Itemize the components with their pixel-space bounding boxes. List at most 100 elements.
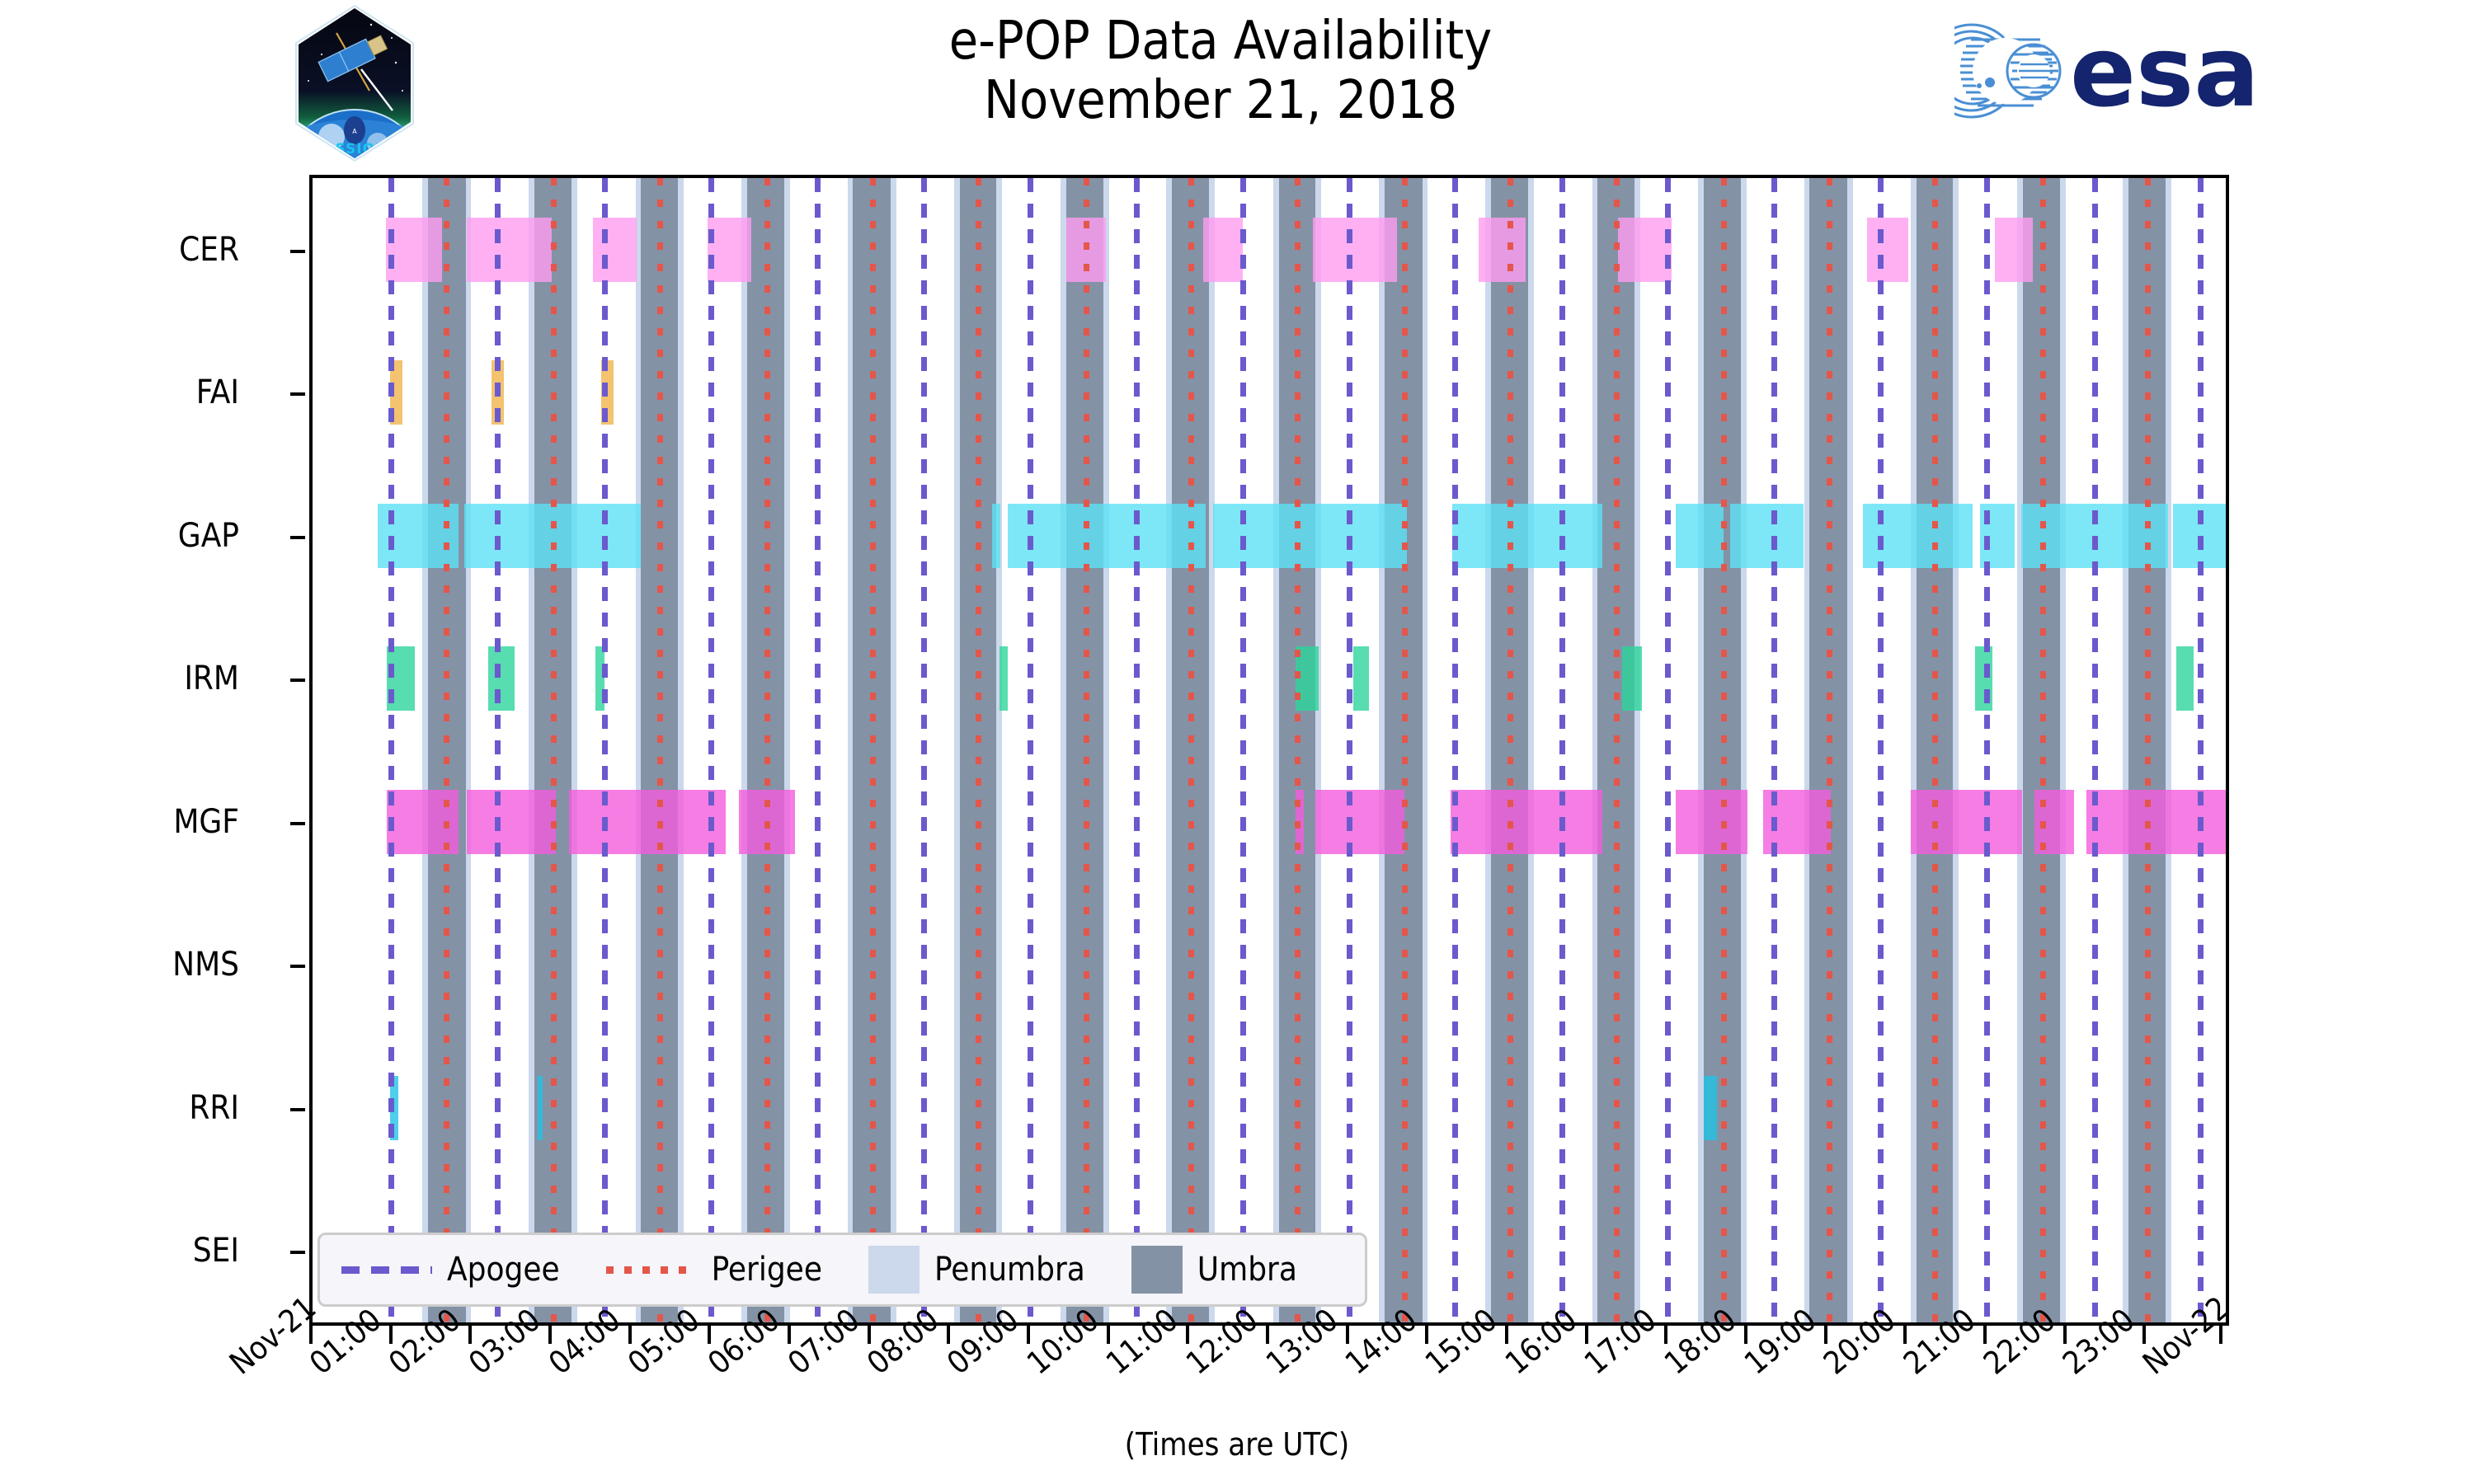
data-bar-gap (1729, 503, 1804, 568)
y-tick-label-gap: GAP (177, 516, 239, 555)
data-bar-gap (991, 503, 1001, 568)
perigee-line (764, 178, 770, 1322)
data-bar-cer (385, 217, 442, 282)
y-tick-mark (290, 392, 305, 397)
perigee-line (550, 178, 557, 1322)
apogee-line (708, 178, 715, 1322)
perigee-line (1188, 178, 1195, 1322)
data-bar-mgf (1315, 789, 1405, 854)
esa-logo-wordmark: esa (2070, 15, 2260, 129)
chart-title-block: e-POP Data Availability November 21, 201… (783, 12, 1658, 130)
perigee-line (976, 178, 982, 1322)
data-bar-cer (593, 217, 637, 282)
data-bar-mgf (466, 789, 556, 854)
x-tick-mark (468, 1326, 473, 1344)
apogee-line (921, 178, 928, 1322)
apogee-line (1346, 178, 1352, 1322)
x-tick-mark (867, 1326, 871, 1344)
y-tick-mark (290, 249, 305, 253)
perigee-line (1826, 178, 1832, 1322)
apogee-line (1133, 178, 1140, 1322)
perigee-line (444, 178, 450, 1322)
data-bar-irm (1622, 646, 1643, 711)
data-bar-rri (537, 1075, 543, 1140)
perigee-line (1294, 178, 1300, 1322)
x-tick-mark (2142, 1326, 2147, 1344)
data-bar-cer (1867, 217, 1909, 282)
x-tick-mark (1744, 1326, 1747, 1344)
data-bar-irm (2176, 646, 2194, 711)
x-tick-mark (947, 1326, 951, 1344)
x-tick-mark (1425, 1326, 1429, 1344)
apogee-line (1559, 178, 1565, 1322)
data-bar-rri (1703, 1075, 1718, 1140)
perigee-line (869, 178, 876, 1322)
x-tick-mark (2219, 1326, 2222, 1344)
apogee-line (601, 178, 608, 1322)
perigee-line (656, 178, 663, 1322)
x-tick-mark (788, 1326, 791, 1344)
apogee-line (1771, 178, 1777, 1322)
apogee-line (1665, 178, 1672, 1322)
chart-legend: Apogee Perigee Penumbra Umbra (317, 1233, 1367, 1307)
y-tick-label-fai: FAI (195, 373, 239, 412)
x-tick-mark (1345, 1326, 1349, 1344)
perigee-line (1083, 178, 1089, 1322)
data-bar-irm (999, 646, 1008, 711)
data-bar-mgf (1911, 789, 2023, 854)
x-tick-mark (2062, 1326, 2067, 1344)
data-bar-cer (1202, 217, 1244, 282)
x-tick-mark (1186, 1326, 1190, 1344)
y-tick-label-irm: IRM (184, 660, 239, 698)
y-tick-mark (290, 1107, 305, 1111)
legend-item-apogee[interactable]: Apogee (341, 1251, 560, 1289)
x-tick-mark (309, 1326, 313, 1344)
apogee-line (495, 178, 501, 1322)
data-bar-cer (707, 217, 751, 282)
legend-label: Penumbra (934, 1251, 1085, 1289)
apogee-line (1984, 178, 1990, 1322)
y-tick-label-rri: RRI (189, 1088, 239, 1127)
data-bar-gap (1007, 503, 1206, 568)
y-tick-label-mgf: MGF (173, 802, 239, 841)
legend-item-perigee[interactable]: Perigee (605, 1251, 822, 1289)
y-tick-mark (290, 679, 305, 683)
x-tick-mark (628, 1326, 632, 1344)
y-tick-mark (290, 821, 305, 825)
apogee-line (1452, 178, 1459, 1322)
legend-swatch-dashed-line (341, 1266, 432, 1274)
perigee-line (1402, 178, 1409, 1322)
legend-item-penumbra[interactable]: Penumbra (868, 1246, 1085, 1294)
y-tick-label-sei: SEI (192, 1232, 239, 1270)
perigee-line (1932, 178, 1939, 1322)
perigee-line (1721, 178, 1727, 1322)
data-bar-mgf (569, 789, 726, 854)
y-tick-mark (290, 535, 305, 539)
data-bar-mgf (1451, 789, 1603, 854)
x-tick-mark (1027, 1326, 1030, 1344)
legend-label: Perigee (711, 1251, 822, 1289)
x-tick-mark (388, 1326, 393, 1344)
esa-logo-globe-icon (1924, 23, 2062, 119)
data-bar-rri (389, 1075, 399, 1140)
data-bar-gap (1452, 503, 1603, 568)
y-tick-label-nms: NMS (172, 946, 239, 984)
perigee-line (1507, 178, 1513, 1322)
chart-title-line-1: e-POP Data Availability (948, 11, 1493, 72)
x-tick-mark (1664, 1326, 1668, 1344)
x-axis-ticks (309, 1326, 2229, 1344)
x-tick-mark (1106, 1326, 1110, 1344)
legend-item-umbra[interactable]: Umbra (1131, 1246, 1297, 1294)
x-tick-mark (708, 1326, 712, 1344)
x-tick-mark (1505, 1326, 1508, 1344)
chart-title-line-2: November 21, 2018 (983, 70, 1458, 131)
x-tick-mark (1823, 1326, 1827, 1344)
data-bar-irm (487, 646, 515, 711)
data-bar-gap (1676, 503, 1724, 568)
data-bar-cer (466, 217, 552, 282)
apogee-line (1878, 178, 1884, 1322)
legend-swatch-box-penumbra (868, 1246, 920, 1294)
chart-plot-inner (313, 178, 2226, 1322)
data-bar-mgf (2086, 789, 2226, 854)
x-tick-mark (548, 1326, 552, 1344)
